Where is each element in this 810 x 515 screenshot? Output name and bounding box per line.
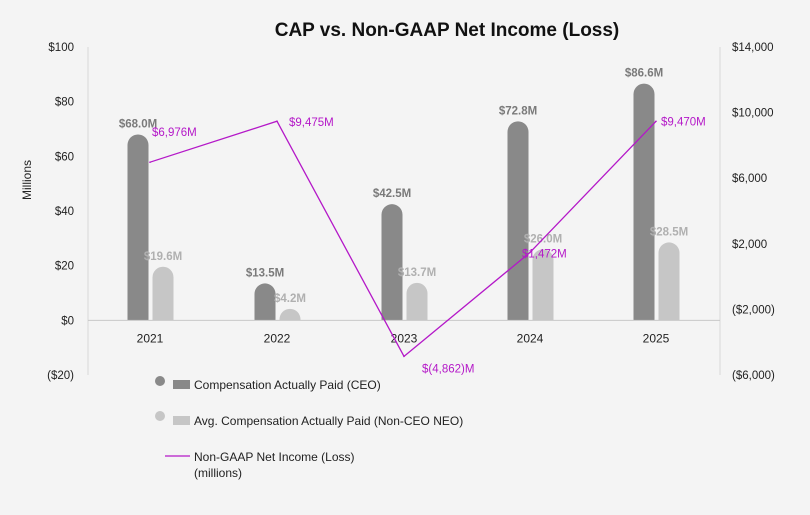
category-labels: 2021 2022 2023 2024 2025 [137, 331, 670, 345]
net-income-point [529, 251, 531, 254]
legend-ceo-swatch [173, 380, 190, 389]
category-label: 2024 [517, 331, 544, 345]
ceo-bar [633, 83, 655, 321]
right-tick-label: $6,000 [732, 173, 767, 185]
net-income-label: $1,472M [522, 248, 567, 260]
right-axis-ticks: ($6,000) ($2,000) $2,000 $6,000 $10,000 $14,0… [732, 42, 775, 382]
legend-net-income-sublabel: (millions) [194, 466, 242, 480]
bars: $68.0M $13.5M $42.5M $72.8M $86.6M $19.6M $4.2… [119, 68, 688, 321]
ceo-bar [507, 121, 529, 321]
legend-ceo-dot [155, 376, 165, 386]
legend-item-net-income: Non-GAAP Net Income (Loss) (millions) [165, 450, 355, 480]
left-tick-label: $80 [55, 97, 74, 109]
legend-net-income-label: Non-GAAP Net Income (Loss) [194, 450, 355, 464]
net-income-label: $(4,862)M [422, 363, 474, 375]
net-income-label: $6,976M [152, 127, 197, 139]
category-label: 2021 [137, 331, 164, 345]
neo-bar [532, 249, 554, 321]
category-label: 2025 [643, 331, 670, 345]
ceo-bar [254, 283, 276, 321]
legend-item-ceo: Compensation Actually Paid (CEO) [155, 376, 381, 392]
left-tick-label: $0 [61, 315, 74, 327]
net-income-point [403, 355, 405, 358]
neo-bar [658, 242, 680, 321]
neo-bar [279, 308, 301, 321]
left-tick-label: $100 [48, 42, 74, 54]
ceo-bar-label: $86.6M [625, 68, 663, 80]
category-label: 2022 [264, 331, 291, 345]
neo-bar-label: $28.5M [650, 226, 688, 238]
legend-ceo-label: Compensation Actually Paid (CEO) [194, 378, 381, 392]
legend-neo-dot [155, 411, 165, 421]
neo-bar [152, 266, 174, 321]
neo-bar-label: $13.7M [398, 267, 436, 279]
left-tick-label: $40 [55, 206, 74, 218]
category-label: 2023 [391, 331, 418, 345]
left-axis-ticks: ($20) $0 $20 $40 $60 $80 $100 [47, 42, 74, 382]
left-tick-label: $60 [55, 151, 74, 163]
net-income-label: $9,470M [661, 116, 706, 128]
chart-title: CAP vs. Non-GAAP Net Income (Loss) [275, 20, 620, 41]
ceo-bar-label: $68.0M [119, 118, 157, 130]
neo-bar [406, 282, 428, 321]
y-axis-label: Millions [20, 160, 34, 200]
ceo-bar-label: $42.5M [373, 188, 411, 200]
right-tick-label: ($6,000) [732, 370, 775, 382]
neo-bar-label: $4.2M [274, 293, 306, 305]
right-tick-label: $14,000 [732, 42, 774, 54]
neo-bar-label: $19.6M [144, 251, 182, 263]
left-tick-label: $20 [55, 261, 74, 273]
legend-neo-label: Avg. Compensation Actually Paid (Non-CEO… [194, 414, 463, 428]
ceo-bar-label: $72.8M [499, 105, 537, 117]
left-tick-label: ($20) [47, 370, 74, 382]
net-income-point [655, 120, 657, 123]
legend-item-neo: Avg. Compensation Actually Paid (Non-CEO… [155, 411, 463, 428]
ceo-bar [127, 134, 149, 321]
ceo-bar [381, 204, 403, 321]
right-tick-label: ($2,000) [732, 304, 775, 316]
legend: Compensation Actually Paid (CEO) Avg. Co… [155, 376, 463, 480]
right-tick-label: $10,000 [732, 108, 774, 120]
ceo-bar-label: $13.5M [246, 267, 284, 279]
right-tick-label: $2,000 [732, 239, 767, 251]
net-income-label: $9,475M [289, 117, 334, 129]
legend-neo-swatch [173, 416, 190, 425]
net-income-point [276, 120, 278, 123]
net-income-point [149, 161, 151, 163]
net-income-line: $6,976M $9,475M $(4,862)M $1,472M $9,470M [149, 116, 706, 375]
